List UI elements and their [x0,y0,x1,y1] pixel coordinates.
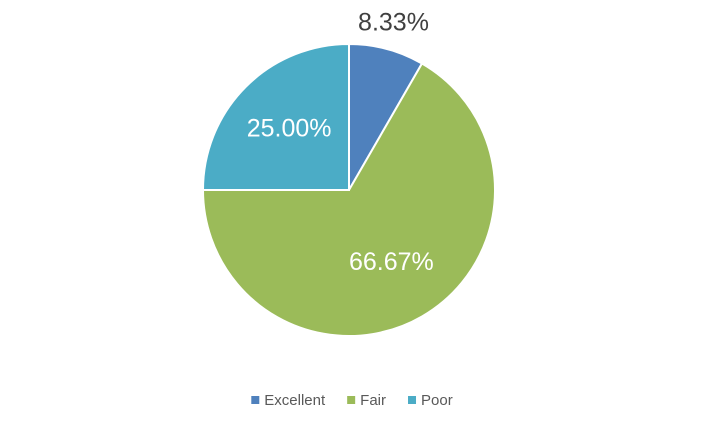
data-label: 8.33% [358,8,429,36]
legend-marker [347,396,356,404]
legend-label: Fair [360,392,386,409]
legend-marker [251,396,260,404]
pie-slice [201,62,496,337]
data-label: 66.67% [349,248,434,276]
legend-label: Excellent [264,392,326,409]
legend-marker [408,396,417,404]
legend-label: Poor [421,392,453,409]
pie-slice [201,42,350,191]
data-label: 25.00% [247,115,332,143]
